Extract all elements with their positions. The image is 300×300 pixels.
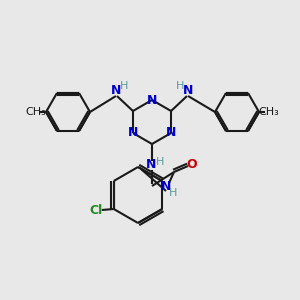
Text: O: O <box>187 158 197 172</box>
Text: N: N <box>128 127 138 140</box>
Text: N: N <box>146 158 156 172</box>
Text: H: H <box>120 81 128 91</box>
Text: CH₃: CH₃ <box>26 107 46 117</box>
Text: H: H <box>169 188 177 198</box>
Text: H: H <box>156 157 164 167</box>
Text: Cl: Cl <box>89 205 102 218</box>
Text: CH₃: CH₃ <box>259 107 279 117</box>
Text: N: N <box>183 85 193 98</box>
Text: N: N <box>166 127 176 140</box>
Text: N: N <box>147 94 157 106</box>
Text: N: N <box>111 85 121 98</box>
Text: N: N <box>161 179 171 193</box>
Text: H: H <box>176 81 184 91</box>
